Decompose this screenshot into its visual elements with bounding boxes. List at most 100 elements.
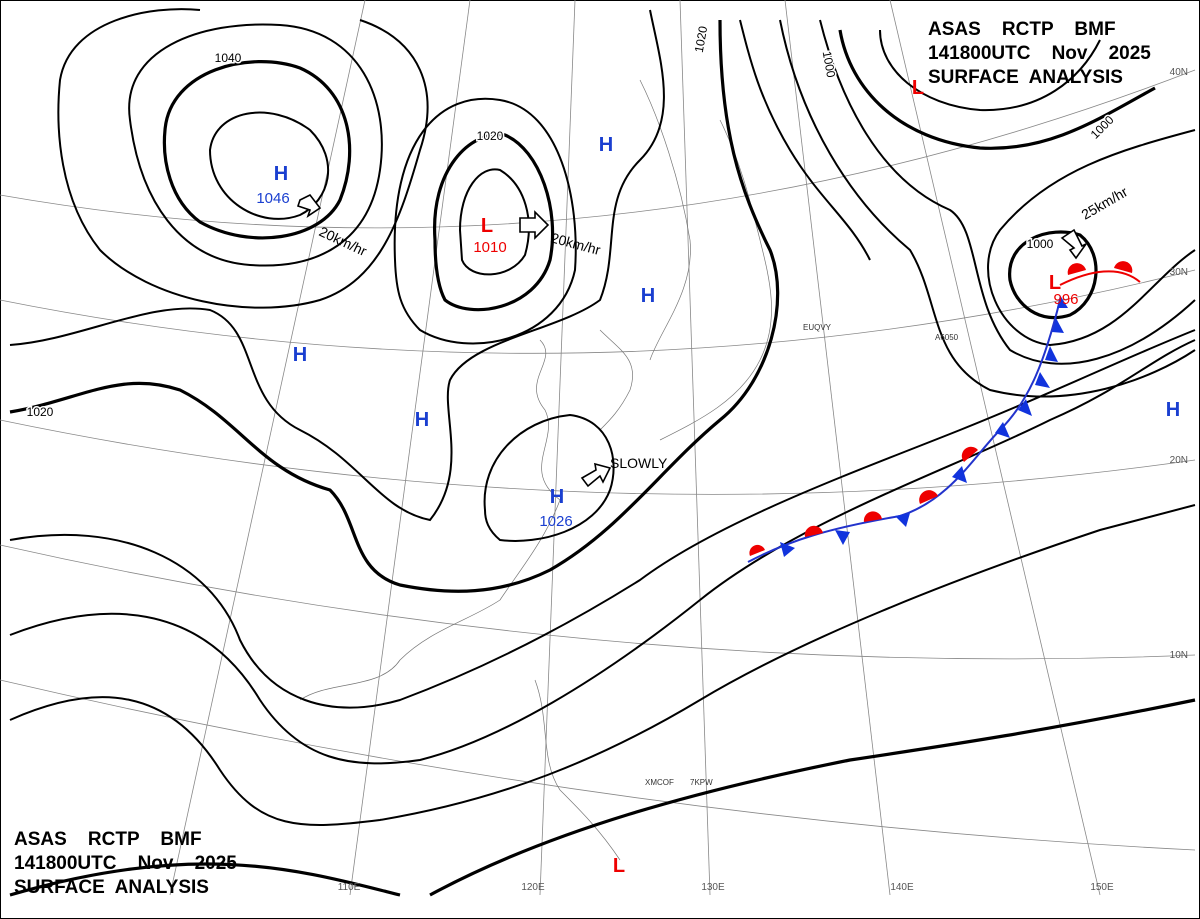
coastline bbox=[534, 679, 621, 861]
pressure-center-value: 1026 bbox=[539, 513, 572, 530]
longitude-label: 150E bbox=[1090, 882, 1114, 893]
isobar bbox=[9, 19, 780, 593]
pressure-center-value: 1046 bbox=[256, 190, 289, 207]
pressure-center-symbol: H bbox=[293, 344, 307, 366]
longitude-label: 110E bbox=[338, 882, 361, 893]
station-id: XMCOF bbox=[645, 778, 674, 787]
isobar bbox=[838, 29, 1156, 150]
front-semicircle bbox=[749, 544, 765, 556]
header-line: SURFACE ANALYSIS bbox=[14, 877, 209, 898]
isobar bbox=[9, 329, 1196, 709]
isobar-label: 1000 bbox=[820, 50, 838, 79]
header-line: ASAS RCTP BMF bbox=[928, 19, 1116, 40]
header-top: ASAS RCTP BMF 141800UTC Nov 2025 SURFACE… bbox=[928, 19, 1151, 88]
pressure-center-symbol: H bbox=[641, 285, 655, 307]
longitude-label: 120E bbox=[521, 882, 545, 893]
pressure-center-value: 996 bbox=[1053, 291, 1078, 308]
front-triangle bbox=[1052, 318, 1064, 333]
isobar bbox=[9, 504, 1196, 826]
isobar bbox=[208, 111, 329, 220]
front-semicircle bbox=[961, 446, 978, 462]
motion-arrow bbox=[296, 193, 322, 218]
isobar bbox=[483, 413, 615, 542]
header-bottom: ASAS RCTP BMF 141800UTC Nov 2025 SURFACE… bbox=[14, 829, 237, 898]
longitude-label: 140E bbox=[890, 882, 914, 893]
isobar bbox=[819, 19, 1196, 365]
isobar-label: 1000 bbox=[1027, 237, 1054, 251]
isobar-label: 1020 bbox=[692, 25, 710, 54]
isobar bbox=[162, 60, 352, 240]
graticule bbox=[0, 0, 1196, 896]
pressure-center-symbol: H bbox=[415, 409, 429, 431]
front-semicircle bbox=[1067, 263, 1086, 275]
isobar-label: 1020 bbox=[27, 405, 54, 419]
isobar bbox=[9, 698, 1196, 897]
warm-front-symbols bbox=[749, 261, 1133, 556]
motion-arrow bbox=[1060, 228, 1087, 260]
meridian bbox=[539, 0, 576, 896]
longitude-label: 130E bbox=[701, 882, 725, 893]
header-line: ASAS RCTP BMF bbox=[14, 829, 202, 850]
isobar-label: 1020 bbox=[477, 129, 504, 143]
latitude-label: 20N bbox=[1170, 455, 1188, 466]
pressure-center-symbol: L bbox=[912, 77, 924, 99]
front-triangle bbox=[1035, 372, 1050, 388]
isobar bbox=[9, 339, 1196, 765]
front-triangle bbox=[995, 422, 1010, 438]
pressure-center-symbol: H bbox=[550, 486, 564, 508]
isobar bbox=[779, 19, 1196, 398]
motion-arrow bbox=[519, 210, 550, 240]
pressure-center-symbol: H bbox=[599, 134, 613, 156]
isobar bbox=[879, 29, 1101, 112]
motion-arrow bbox=[580, 462, 612, 488]
front-semicircle bbox=[919, 490, 938, 504]
isobar bbox=[393, 97, 577, 345]
parallel bbox=[0, 679, 1196, 851]
motion-label: SLOWLY bbox=[610, 455, 668, 471]
meridian bbox=[679, 0, 711, 896]
header-line: SURFACE ANALYSIS bbox=[928, 67, 1123, 88]
header-line: 141800UTC Nov 2025 bbox=[928, 43, 1151, 64]
pressure-center-symbol: H bbox=[274, 163, 288, 185]
parallel bbox=[0, 69, 1196, 229]
coastline bbox=[639, 79, 691, 361]
cold-front-symbols bbox=[780, 295, 1068, 557]
front-semicircle bbox=[863, 511, 882, 522]
isobar bbox=[458, 168, 530, 276]
pressure-center-value: 1010 bbox=[473, 239, 506, 256]
meridian bbox=[889, 0, 1101, 896]
isobar bbox=[57, 8, 429, 309]
isobar-label: 1040 bbox=[215, 51, 242, 65]
front-triangle bbox=[780, 542, 795, 557]
latitude-label: 10N bbox=[1170, 650, 1188, 661]
isobar bbox=[9, 9, 665, 522]
pressure-center-symbol: L bbox=[1049, 272, 1061, 294]
meridian bbox=[349, 0, 471, 896]
parallel bbox=[0, 419, 1196, 495]
fronts bbox=[747, 261, 1141, 563]
isobar bbox=[739, 19, 871, 261]
isobar bbox=[128, 23, 383, 267]
coastline bbox=[659, 119, 772, 441]
front-triangle bbox=[1045, 346, 1058, 362]
front-triangle bbox=[1057, 295, 1068, 308]
pressure-center-symbol: L bbox=[613, 855, 625, 877]
front-triangle bbox=[1018, 399, 1032, 416]
coastline bbox=[299, 339, 561, 701]
parallel bbox=[0, 269, 1196, 354]
coastlines bbox=[299, 79, 772, 861]
latitude-label: 30N bbox=[1170, 267, 1188, 278]
station-id: EUQVY bbox=[803, 323, 832, 332]
latitude-label: 40N bbox=[1170, 67, 1188, 78]
front-semicircle bbox=[1114, 261, 1133, 273]
front-triangle bbox=[835, 530, 850, 545]
header-line: 141800UTC Nov 2025 bbox=[14, 853, 237, 874]
station-id: A6050 bbox=[935, 333, 959, 342]
parallel bbox=[0, 544, 1196, 660]
isobar bbox=[987, 129, 1196, 347]
station-id: 7KPW bbox=[690, 778, 713, 787]
pressure-center-symbol: L bbox=[481, 215, 493, 237]
coastline bbox=[599, 329, 633, 431]
